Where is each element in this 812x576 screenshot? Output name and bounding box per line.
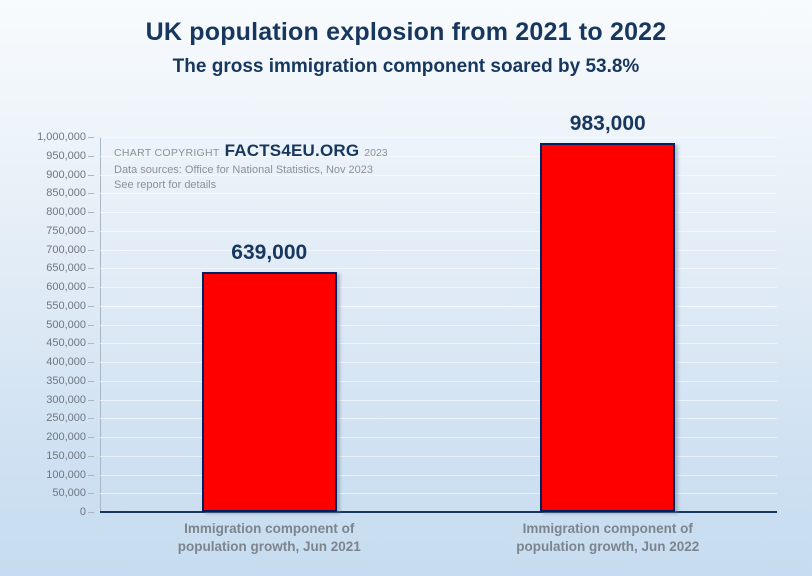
- y-tick-label: 1,000,000: [37, 131, 86, 143]
- x-category-label: Immigration component of population growt…: [177, 521, 361, 554]
- y-tick-mark: [88, 362, 94, 363]
- gridline: [100, 474, 777, 476]
- y-tick-label: 50,000: [52, 487, 86, 500]
- y-tick-label: 950,000: [46, 149, 86, 162]
- gridline: [100, 305, 777, 307]
- y-tick-label: 600,000: [46, 281, 86, 293]
- y-tick-label: 900,000: [46, 168, 86, 181]
- gridline: [100, 343, 777, 345]
- gridline: [100, 249, 777, 251]
- y-tick-mark: [88, 137, 94, 138]
- gridline: [100, 437, 777, 438]
- bar-value-label: 639,000: [231, 241, 308, 265]
- x-axis-line: [100, 511, 777, 513]
- copyright-line: CHART COPYRIGHT FACTS4EU.ORG 2023: [114, 141, 388, 161]
- copyright-brand: FACTS4EU.ORG: [224, 141, 360, 160]
- y-tick-label: 450,000: [46, 337, 86, 350]
- y-tick-mark: [88, 287, 94, 288]
- gridline: [100, 418, 777, 420]
- copyright-prefix: CHART COPYRIGHT: [114, 147, 220, 159]
- y-tick-mark: [88, 193, 94, 195]
- y-tick-mark: [88, 324, 94, 326]
- y-tick-mark: [88, 437, 94, 438]
- bar-value-label: 983,000: [569, 112, 646, 136]
- copyright-source: Data sources: Office for National Statis…: [114, 164, 374, 176]
- gridline: [100, 493, 777, 495]
- chart-title: UK population explosion from 2021 to 202…: [145, 18, 667, 46]
- gridline: [100, 174, 777, 176]
- gridline: [100, 212, 777, 213]
- y-tick-mark: [88, 305, 94, 307]
- y-tick-label: 200,000: [46, 431, 86, 443]
- bar: [540, 143, 676, 512]
- x-category-label: Immigration component of population growt…: [516, 521, 700, 554]
- y-tick-mark: [88, 418, 94, 420]
- copyright-note: See report for details: [114, 179, 217, 191]
- gridline: [100, 137, 777, 138]
- gridline: [100, 324, 777, 326]
- gridline: [100, 155, 777, 157]
- y-tick-mark: [88, 230, 94, 232]
- y-tick-label: 750,000: [46, 224, 86, 237]
- y-tick-label: 700,000: [46, 243, 86, 256]
- y-tick-label: 300,000: [46, 393, 86, 406]
- y-tick-label: 400,000: [46, 356, 86, 368]
- gridline: [100, 230, 777, 232]
- y-tick-mark: [88, 155, 94, 157]
- gridline: [100, 193, 777, 195]
- y-tick-label: 850,000: [46, 187, 86, 200]
- chart-subtitle: The gross immigration component soared b…: [172, 56, 640, 77]
- gridline: [100, 287, 777, 288]
- gridline: [100, 399, 777, 401]
- gridline: [100, 380, 777, 382]
- y-tick-mark: [88, 268, 94, 270]
- copyright-block: CHART COPYRIGHT FACTS4EU.ORG 2023 Data s…: [114, 141, 388, 194]
- y-tick-mark: [88, 212, 94, 213]
- plot-area: CHART COPYRIGHT FACTS4EU.ORG 2023 Data s…: [100, 137, 777, 512]
- y-tick-mark: [88, 474, 94, 476]
- y-tick-mark: [88, 493, 94, 495]
- copyright-year: 2023: [364, 147, 388, 159]
- y-tick-label: 500,000: [46, 318, 86, 331]
- y-tick-mark: [88, 399, 94, 401]
- y-tick-label: 150,000: [46, 449, 86, 462]
- y-tick-label: 250,000: [46, 412, 86, 425]
- y-tick-label: 550,000: [46, 299, 86, 312]
- y-tick-label: 800,000: [46, 206, 86, 218]
- y-tick-mark: [88, 380, 94, 382]
- y-tick-label: 100,000: [46, 468, 86, 481]
- y-tick-mark: [88, 512, 94, 513]
- gridline: [100, 455, 777, 457]
- y-tick-mark: [88, 174, 94, 176]
- y-tick-label: 0: [79, 506, 86, 518]
- y-tick-label: 350,000: [46, 374, 86, 387]
- y-tick-mark: [88, 343, 94, 345]
- gridline: [100, 268, 777, 270]
- y-tick-mark: [88, 249, 94, 251]
- y-tick-label: 650,000: [46, 262, 86, 275]
- bar: [201, 272, 337, 512]
- y-tick-mark: [88, 455, 94, 457]
- gridline: [100, 362, 777, 363]
